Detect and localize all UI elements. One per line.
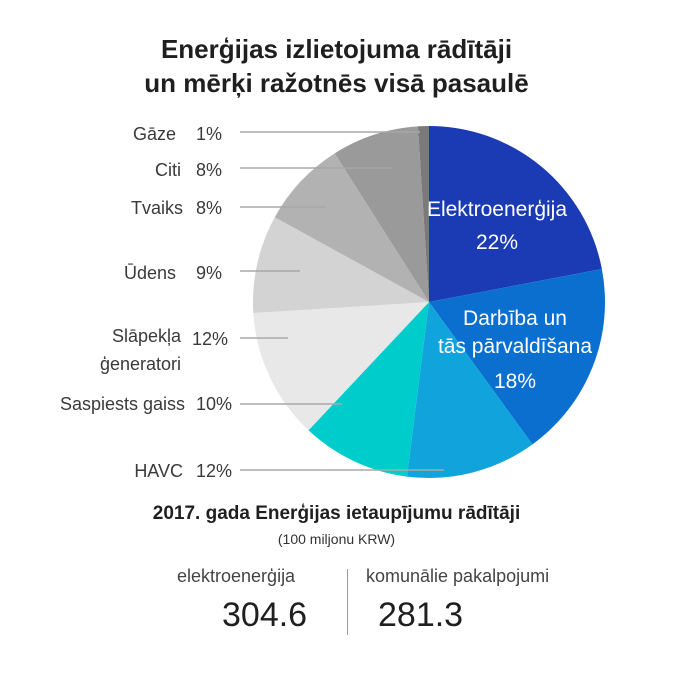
outside-label-pct-3: 9% [196, 263, 222, 283]
pie-slice-8 [417, 126, 429, 302]
pie-slice-6 [274, 153, 429, 302]
outside-label-name-5-0: Saspiests gaiss [60, 394, 185, 414]
pie-slice-1 [429, 269, 605, 445]
metric-label-electricity: elektroenerģija [177, 566, 296, 586]
pie-slice-0 [429, 126, 602, 302]
outside-label-pct-5: 10% [196, 394, 232, 414]
outside-label-name-1-0: Citi [155, 160, 181, 180]
savings-title: 2017. gada Enerģijas ietaupījumu rādītāj… [152, 503, 521, 524]
pie-slice-4 [253, 302, 429, 431]
metric-value-electricity: 304.6 [222, 596, 308, 634]
outside-label-pct-2: 8% [196, 198, 222, 218]
pie-slice-2 [406, 302, 533, 478]
inside-label-1-1: tās pārvaldīšana [438, 335, 592, 358]
outside-label-name-4-0: Slāpekļa [112, 326, 182, 346]
outside-label-name-4-1: ģeneratori [100, 354, 181, 374]
metric-label-utilities: komunālie pakalpojumi [366, 566, 550, 586]
outside-label-pct-0: 1% [196, 124, 222, 144]
chart-title: Enerģijas izlietojuma rādītāji un mērķi … [0, 32, 673, 100]
savings-unit: (100 miljonu KRW) [277, 531, 396, 547]
inside-label-1-2: 18% [494, 370, 536, 393]
pie-slice-3 [308, 302, 429, 477]
metrics-divider [347, 569, 348, 635]
outside-label-name-6-0: HAVC [134, 461, 183, 481]
outside-label-name-3-0: Ūdens [124, 263, 176, 283]
chart-title-line-1: Enerģijas izlietojuma rādītāji [160, 34, 513, 64]
inside-label-0-1: 22% [476, 231, 518, 254]
inside-label-1-0: Darbība un [463, 307, 567, 330]
outside-label-name-2-0: Tvaiks [131, 198, 183, 218]
outside-label-pct-4: 12% [192, 329, 228, 349]
outside-label-pct-1: 8% [196, 160, 222, 180]
chart-title-line-2: un mērķi ražotnēs visā pasaulē [144, 68, 529, 98]
pie-slice-5 [253, 217, 429, 314]
outside-label-name-0-0: Gāze [133, 124, 176, 144]
metric-value-utilities: 281.3 [378, 596, 464, 634]
outside-label-pct-6: 12% [196, 461, 232, 481]
inside-label-0-0: Elektroenerģija [427, 198, 567, 221]
pie-slice-7 [334, 126, 429, 302]
